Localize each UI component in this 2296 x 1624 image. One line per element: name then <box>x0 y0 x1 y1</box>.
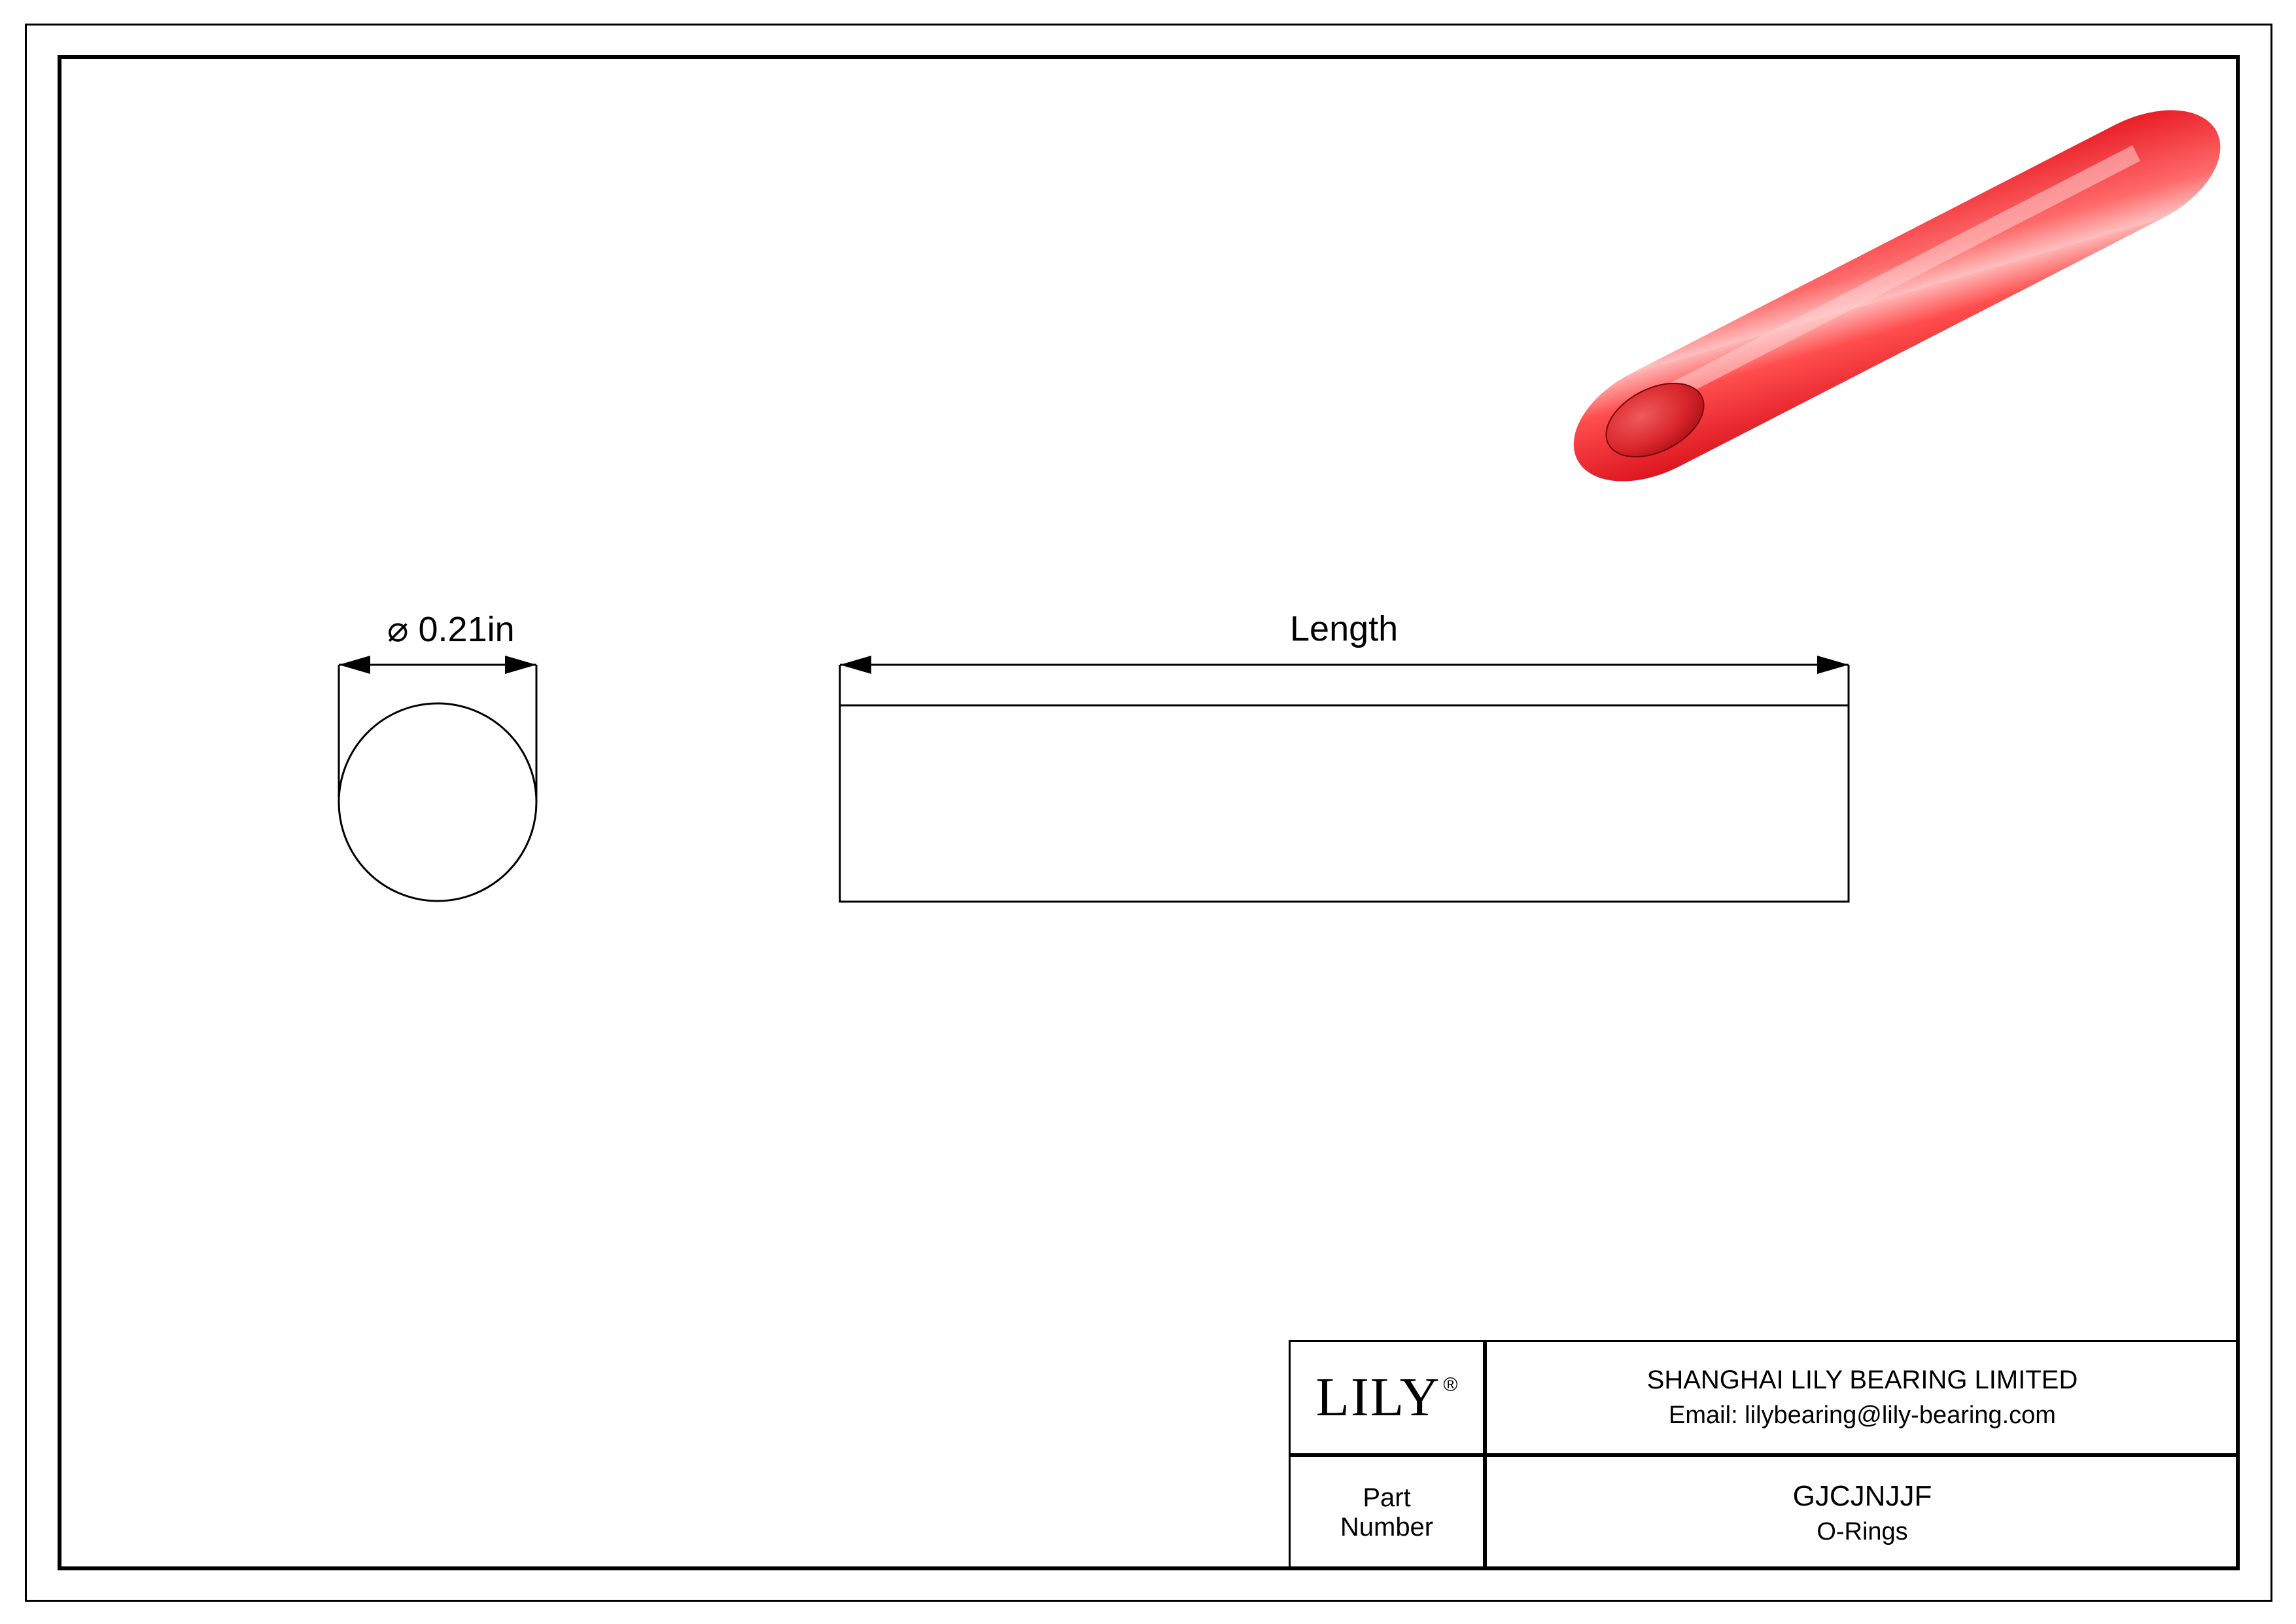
part-label-line2: Number <box>1340 1513 1433 1542</box>
length-view <box>840 656 1849 902</box>
registered-mark: ® <box>1443 1374 1457 1396</box>
cord-3d-render <box>1574 110 2220 481</box>
part-number-value-cell: GJCJNJJF O-Rings <box>1485 1455 2240 1570</box>
diameter-view <box>339 656 536 901</box>
diameter-label: ⌀ 0.21in <box>387 609 515 650</box>
part-number-label-cell: Part Number <box>1289 1455 1485 1570</box>
part-label-line1: Part <box>1363 1483 1410 1513</box>
company-cell: SHANGHAI LILY BEARING LIMITED Email: lil… <box>1485 1340 2240 1455</box>
company-email: Email: lilybearing@lily-bearing.com <box>1669 1402 2056 1430</box>
drawing-sheet: ⌀ 0.21in Length LILY ® SHANGHAI LILY BEA… <box>0 0 2296 1624</box>
title-block: LILY ® SHANGHAI LILY BEARING LIMITED Ema… <box>1289 1340 2240 1570</box>
length-label: Length <box>1290 609 1398 649</box>
company-name: SHANGHAI LILY BEARING LIMITED <box>1647 1366 2078 1395</box>
part-category: O-Rings <box>1817 1518 1907 1546</box>
part-number-value: GJCJNJJF <box>1793 1480 1932 1513</box>
logo-cell: LILY ® <box>1289 1340 1485 1455</box>
logo-text: LILY <box>1316 1370 1441 1425</box>
